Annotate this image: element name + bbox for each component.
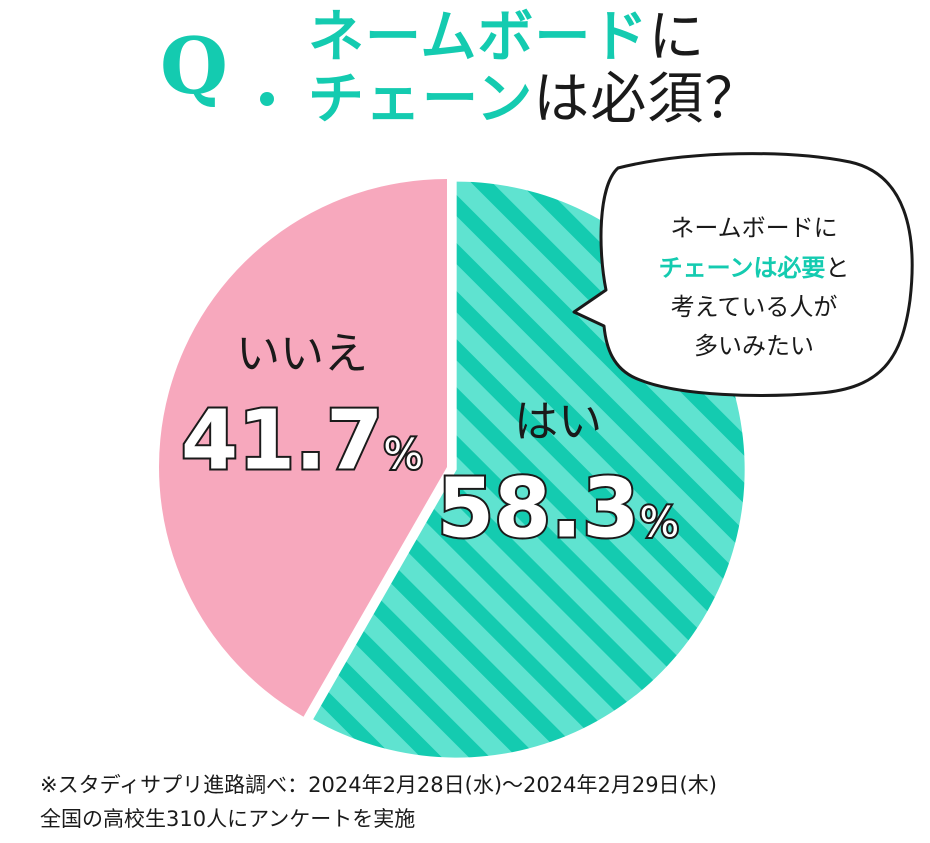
slice-value-number-yes: 58.3 [437, 462, 639, 557]
q-dot [260, 92, 274, 106]
question-header: Q ネームボードに チェーンは必須？ [160, 6, 880, 136]
title-line-2-plain: は必須？ [533, 67, 762, 132]
slice-value-unit-no: % [383, 429, 423, 478]
callout-line-2-plain: と [825, 254, 849, 282]
title-line-1-accent: ネームボード [308, 5, 649, 70]
title-line-2-accent: チェーン [308, 67, 534, 132]
callout-line-1: ネームボードに [670, 214, 837, 242]
slice-value-yes: 58.3% [437, 462, 679, 557]
title-line-2: チェーンは必須？ [308, 72, 761, 128]
slice-label-yes: はい [514, 397, 602, 448]
pie-labels: はい 58.3% いいえ 41.7% [179, 328, 681, 558]
slice-value-number-no: 41.7 [181, 393, 383, 488]
source-note: ※スタディサプリ進路調べ：2024年2月28日(水)〜2024年2月29日(木)… [40, 768, 920, 836]
pie-slice-no [158, 179, 447, 717]
slice-label-no: いいえ [236, 328, 368, 379]
callout-line-2: チェーンは必要と [659, 254, 850, 282]
title-line-1: ネームボードに [308, 10, 705, 66]
callout-line-3: 考えている人が [671, 293, 838, 321]
source-note-line-2: 全国の高校生310人にアンケートを実施 [40, 807, 416, 831]
callout-bubble: ネームボードに チェーンは必要と 考えている人が 多いみたい [572, 152, 914, 397]
slice-value-no: 41.7% [181, 393, 423, 488]
q-mark: Q [160, 21, 228, 112]
slice-value-unit-yes: % [639, 498, 679, 547]
callout-line-2-accent: チェーンは必要 [659, 254, 826, 282]
callout-shape [572, 152, 914, 397]
title-line-1-plain: に [648, 5, 706, 70]
source-note-line-1: ※スタディサプリ進路調べ：2024年2月28日(水)〜2024年2月29日(木) [40, 773, 717, 797]
callout-line-4: 多いみたい [694, 332, 814, 360]
